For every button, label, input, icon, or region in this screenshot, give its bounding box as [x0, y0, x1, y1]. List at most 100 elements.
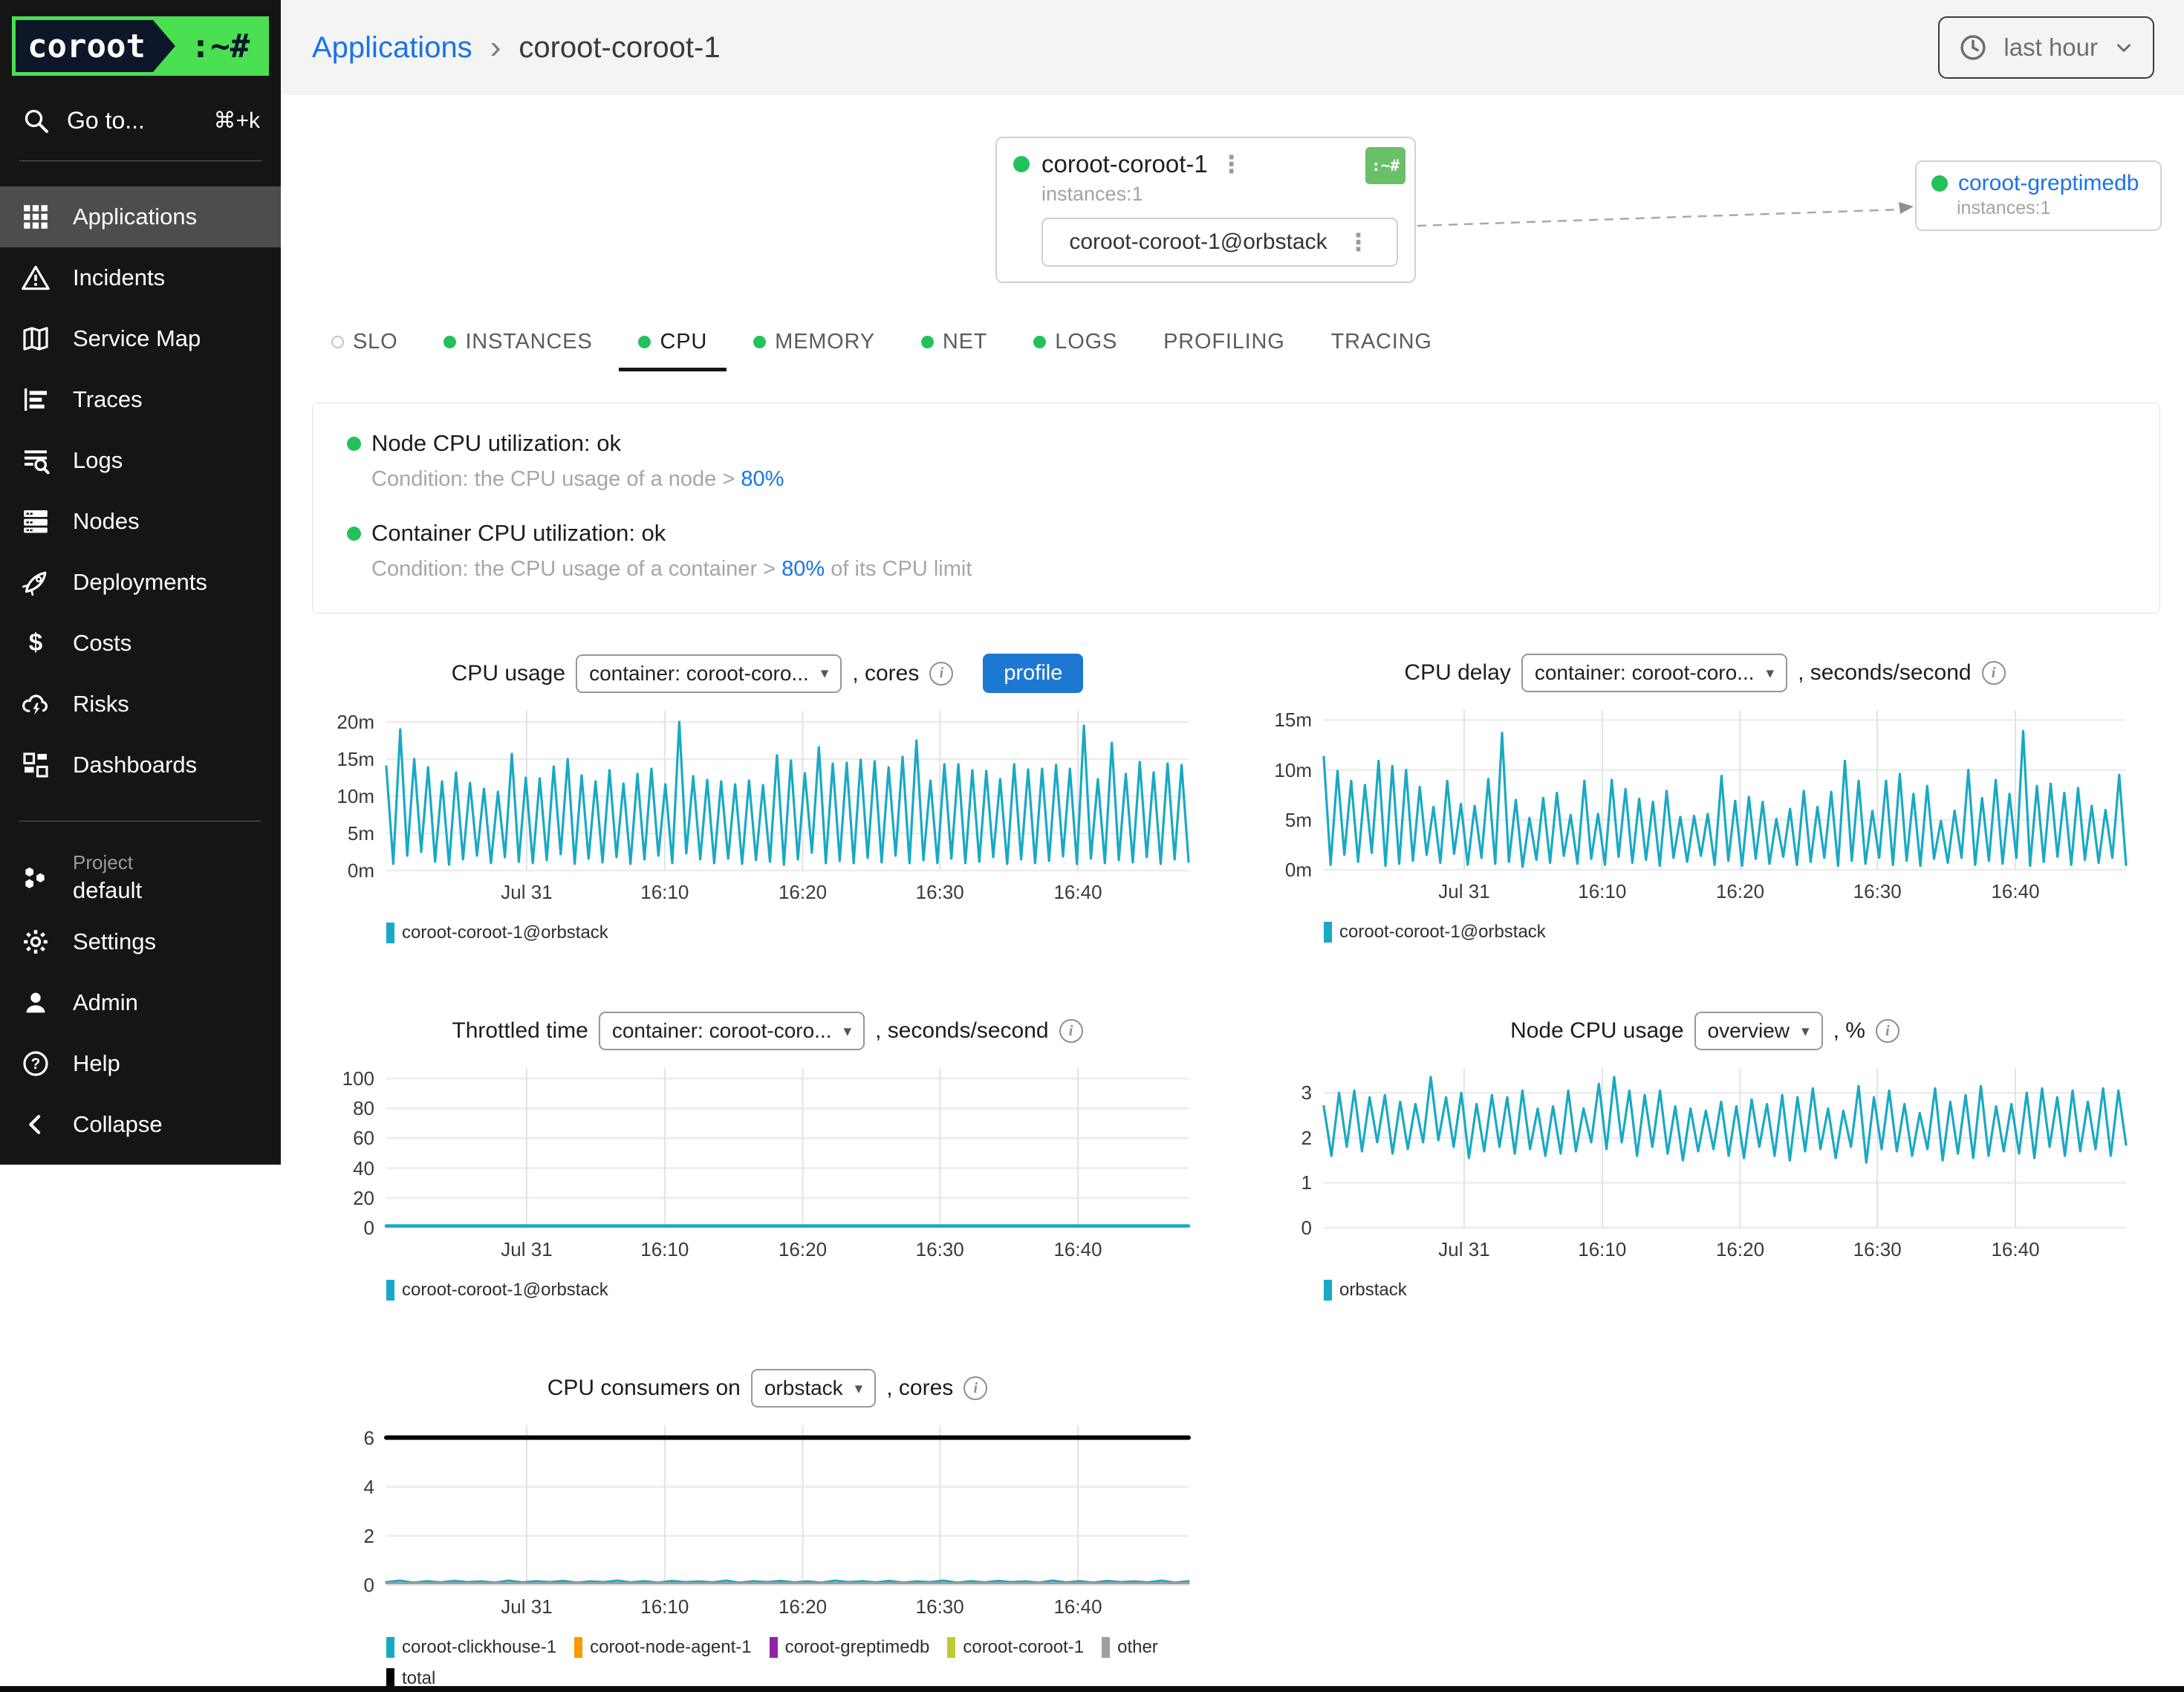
sidebar-item-costs[interactable]: $ Costs: [0, 613, 281, 674]
app-name: coroot-coroot-1: [1041, 150, 1208, 178]
metric-selector-dropdown[interactable]: container: coroot-coro... ▾: [1521, 654, 1788, 692]
kebab-menu-icon[interactable]: ⋮: [1346, 229, 1371, 256]
x-axis: Jul 31 16:10 16:20 16:30 16:40: [312, 1228, 1223, 1262]
search-icon: [21, 105, 51, 135]
sidebar-item-service-map[interactable]: Service Map: [0, 308, 281, 369]
chart-title: CPU usage container: coroot-coro... ▾ , cor…: [312, 654, 1223, 693]
app-card-coroot-coroot-1[interactable]: coroot-coroot-1 ⋮ :~# instances:1 coroot…: [995, 137, 1416, 283]
x-axis: Jul 31 16:10 16:20 16:30 16:40: [312, 871, 1223, 905]
x-axis-tick: 16:10: [640, 1595, 689, 1618]
breadcrumb: Applications › coroot-coroot-1: [312, 31, 721, 65]
chart-title-text: Throttled time: [452, 1018, 588, 1043]
sidebar-item-settings[interactable]: Settings: [0, 911, 281, 972]
chevron-down-icon: ▾: [854, 1379, 863, 1397]
legend-label: coroot-coroot-1@orbstack: [1339, 922, 1546, 942]
tab-profiling[interactable]: PROFILING: [1144, 319, 1304, 371]
plot-svg: [1322, 710, 2128, 871]
rocket-icon: [21, 567, 51, 597]
tab-tracing[interactable]: TRACING: [1312, 319, 1452, 371]
y-axis-tick: 2: [363, 1524, 374, 1547]
threshold-link[interactable]: 80%: [741, 467, 784, 491]
sidebar-item-traces[interactable]: Traces: [0, 369, 281, 430]
chart-plot: 0m 5m 10m 15m 20m: [312, 711, 1223, 882]
server-icon: [21, 507, 51, 536]
sidebar-item-project[interactable]: Project default: [0, 847, 281, 911]
goto-search[interactable]: Go to... ⌘+k: [21, 105, 260, 135]
plot-svg: [384, 1068, 1191, 1229]
goto-label: Go to...: [67, 106, 145, 134]
y-axis-tick: 3: [1301, 1081, 1312, 1104]
metric-selector-dropdown[interactable]: overview ▾: [1694, 1012, 1823, 1050]
kebab-menu-icon[interactable]: ⋮: [1219, 151, 1244, 178]
info-icon[interactable]: i: [1059, 1019, 1083, 1043]
sidebar-item-nodes[interactable]: Nodes: [0, 491, 281, 552]
sidebar-item-help[interactable]: ? Help: [0, 1033, 281, 1094]
instance-item[interactable]: coroot-coroot-1@orbstack ⋮: [1041, 218, 1398, 267]
sidebar-item-admin[interactable]: Admin: [0, 972, 281, 1033]
plot-svg: [385, 711, 1190, 872]
sidebar-item-logs[interactable]: Logs: [0, 430, 281, 491]
chart-legend: coroot-clickhouse-1 coroot-node-agent-1 co…: [386, 1637, 1223, 1689]
sidebar-item-collapse[interactable]: Collapse: [0, 1094, 281, 1155]
time-range-picker[interactable]: last hour: [1938, 16, 2154, 79]
legend-item: total: [386, 1668, 435, 1689]
coroot-logo[interactable]: coroot :~#: [12, 16, 269, 76]
status-dot-green: [443, 336, 457, 348]
logo-terminal-text: :~#: [190, 27, 250, 65]
hexagons-icon: [21, 863, 51, 893]
svg-text:$: $: [29, 629, 43, 657]
metric-selector-dropdown[interactable]: container: coroot-coro... ▾: [598, 1012, 865, 1050]
dollar-icon: $: [21, 628, 51, 658]
legend-color-chip: [1324, 1280, 1332, 1301]
legend-item: coroot-node-agent-1: [574, 1637, 752, 1658]
threshold-link[interactable]: 80%: [781, 557, 825, 581]
legend-label: other: [1117, 1637, 1158, 1657]
tab-cpu[interactable]: CPU: [619, 319, 727, 371]
app-card-coroot-greptimedb[interactable]: coroot-greptimedb instances:1: [1915, 160, 2162, 231]
chart-title: CPU consumers on orbstack ▾ , cores i: [312, 1369, 1223, 1408]
x-axis-tick: 16:40: [1991, 1238, 2040, 1260]
sidebar-item-risks[interactable]: Risks: [0, 674, 281, 735]
person-icon: [21, 988, 51, 1018]
project-name: default: [73, 877, 143, 903]
x-axis-tick: 16:40: [1991, 880, 2040, 902]
selected-metric: orbstack: [764, 1376, 843, 1399]
tab-logs[interactable]: LOGS: [1014, 319, 1137, 371]
chevron-down-icon: ▾: [1801, 1022, 1810, 1040]
sidebar-item-deployments[interactable]: Deployments: [0, 552, 281, 613]
legend-color-chip: [386, 1637, 394, 1658]
sidebar-item-applications[interactable]: Applications: [0, 186, 281, 247]
tab-net[interactable]: NET: [902, 319, 1007, 371]
x-axis-tick: 16:10: [1578, 880, 1627, 902]
logo-text: coroot: [27, 27, 146, 65]
y-axis-tick: 80: [353, 1097, 374, 1120]
chart-plot: 0 1 2 3: [1249, 1068, 2160, 1239]
status-dot-green: [920, 336, 934, 348]
tab-memory[interactable]: MEMORY: [734, 319, 894, 371]
breadcrumb-applications[interactable]: Applications: [312, 30, 472, 64]
tab-instances[interactable]: INSTANCES: [424, 319, 611, 371]
info-icon[interactable]: i: [1875, 1019, 1899, 1043]
legend-color-chip: [386, 923, 394, 943]
info-icon[interactable]: i: [929, 661, 954, 686]
profile-button[interactable]: profile: [983, 654, 1084, 693]
sidebar: coroot :~# Go to... ⌘+k Applications Inci…: [0, 0, 281, 1165]
info-icon[interactable]: i: [963, 1376, 988, 1400]
chart-unit: , cores: [852, 660, 920, 686]
metric-selector-dropdown[interactable]: container: coroot-coro... ▾: [576, 654, 842, 693]
legend-label: coroot-coroot-1@orbstack: [402, 1280, 608, 1300]
legend-label: coroot-coroot-1@orbstack: [402, 923, 608, 943]
breadcrumb-current: coroot-coroot-1: [519, 30, 721, 64]
metric-selector-dropdown[interactable]: orbstack ▾: [750, 1369, 877, 1408]
sidebar-item-incidents[interactable]: Incidents: [0, 247, 281, 308]
terminal-badge[interactable]: :~#: [1365, 147, 1405, 184]
x-axis-tick: 16:20: [1715, 1238, 1765, 1260]
chevron-left-icon: [21, 1110, 51, 1139]
chart-node-cpu-usage: Node CPU usage overview ▾ , % i 0 1 2 3 Jul 31 16:…: [1249, 1012, 2160, 1301]
tab-slo[interactable]: SLO: [312, 319, 417, 371]
upstream-app-link[interactable]: coroot-greptimedb: [1958, 171, 2139, 195]
chart-title-text: CPU delay: [1404, 660, 1511, 685]
sidebar-item-dashboards[interactable]: Dashboards: [0, 735, 281, 795]
info-icon[interactable]: i: [1981, 661, 2006, 685]
chart-unit: , seconds/second: [1798, 660, 1972, 685]
